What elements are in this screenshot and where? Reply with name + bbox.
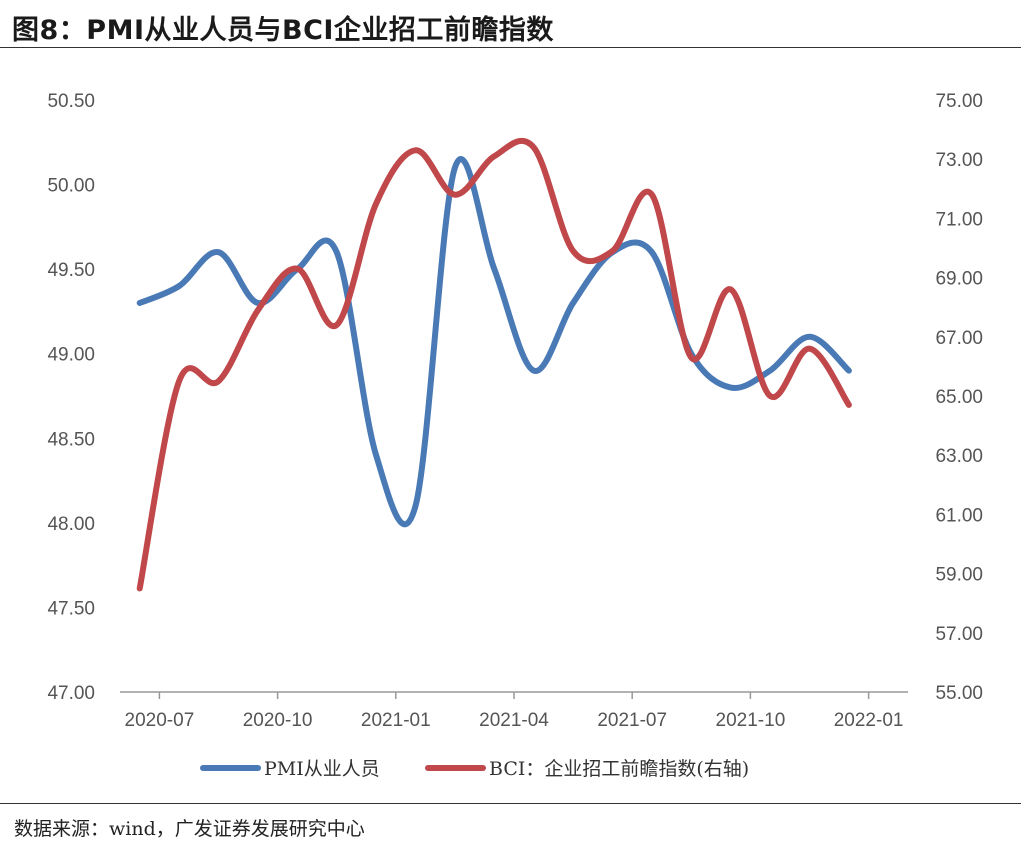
x-tick-label: 2022-01 bbox=[834, 710, 904, 731]
legend-item-pmi: PMI从业人员 bbox=[200, 758, 380, 780]
chart-area: 2020-07 2020-10 2021-01 2021-04 2021-07 2021-… bbox=[47, 91, 983, 780]
x-tick-label: 2021-10 bbox=[716, 710, 786, 731]
right-y-tick-label: 75.00 bbox=[935, 91, 983, 112]
x-tick-label: 2021-07 bbox=[597, 710, 667, 731]
left-y-tick-label: 49.00 bbox=[47, 345, 95, 366]
right-y-tick-label: 69.00 bbox=[935, 269, 983, 290]
x-tick-label: 2020-10 bbox=[243, 710, 313, 731]
axes-group: 2020-07 2020-10 2021-01 2021-04 2021-07 2021-… bbox=[47, 91, 983, 731]
right-y-tick-label: 57.00 bbox=[935, 624, 983, 645]
right-y-tick-label: 67.00 bbox=[935, 328, 983, 349]
x-tick-label: 2021-04 bbox=[479, 710, 549, 731]
legend-item-bci: BCI：企业招工前瞻指数(右轴) bbox=[425, 758, 749, 780]
right-y-tick-label: 71.00 bbox=[935, 209, 983, 230]
right-y-tick-label: 63.00 bbox=[935, 446, 983, 467]
left-y-tick-label: 47.00 bbox=[47, 683, 95, 704]
legend-label: PMI从业人员 bbox=[264, 758, 380, 780]
left-y-tick-label: 47.50 bbox=[47, 598, 95, 619]
x-tick-label: 2021-01 bbox=[361, 710, 431, 731]
left-y-tick-label: 49.50 bbox=[47, 260, 95, 281]
x-tick-label: 2020-07 bbox=[125, 710, 195, 731]
right-y-tick-label: 55.00 bbox=[935, 683, 983, 704]
left-y-tick-label: 50.50 bbox=[47, 91, 95, 112]
legend-label: BCI：企业招工前瞻指数(右轴) bbox=[489, 758, 749, 780]
title-divider bbox=[0, 47, 1021, 48]
bci-hiring-index-line bbox=[136, 137, 852, 592]
pmi-employment-line bbox=[136, 156, 852, 528]
left-y-tick-label: 50.00 bbox=[47, 176, 95, 197]
series-lines-group bbox=[136, 137, 852, 592]
source-note: 数据来源：wind，广发证券发展研究中心 bbox=[14, 818, 365, 840]
chart-title: 图8：PMI从业人员与BCI企业招工前瞻指数 bbox=[12, 15, 554, 46]
right-y-tick-label: 59.00 bbox=[935, 565, 983, 586]
legend: PMI从业人员 BCI：企业招工前瞻指数(右轴) bbox=[200, 758, 749, 780]
right-y-tick-label: 65.00 bbox=[935, 387, 983, 408]
source-divider bbox=[0, 803, 1021, 804]
left-y-tick-label: 48.50 bbox=[47, 429, 95, 450]
right-y-tick-label: 73.00 bbox=[935, 150, 983, 171]
left-y-tick-label: 48.00 bbox=[47, 514, 95, 535]
right-y-tick-label: 61.00 bbox=[935, 505, 983, 526]
